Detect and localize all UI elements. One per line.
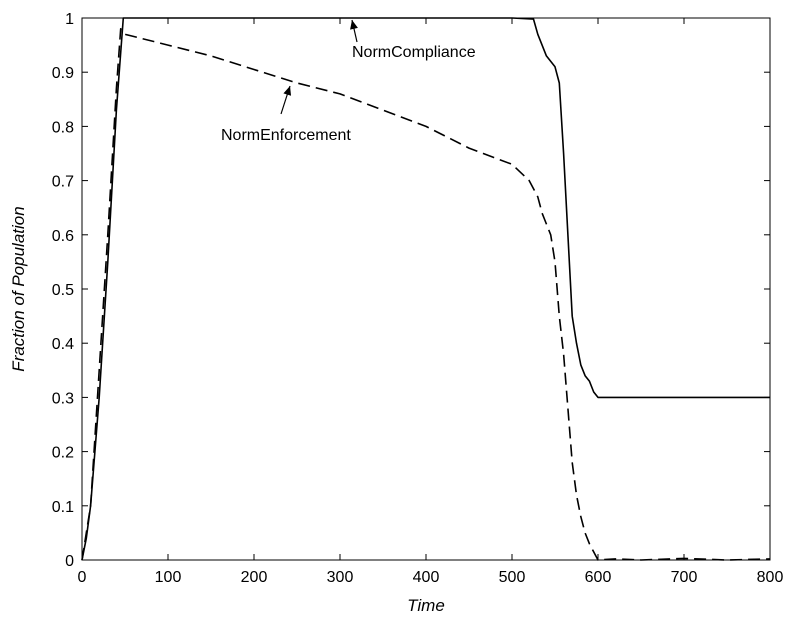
y-axis-label: Fraction of Population: [9, 206, 28, 371]
y-axis: 0 0.1 0.2 0.3 0.4 0.5 0.6 0.7 0.8 0.9 1: [52, 11, 770, 570]
y-tick-label: 0.1: [52, 499, 74, 516]
x-tick-label: 100: [155, 569, 182, 586]
series-line-normenforcement: [81, 27, 771, 561]
arrowhead-icon: [350, 20, 358, 30]
x-tick-label: 0: [78, 569, 87, 586]
annotation-label: NormCompliance: [352, 44, 476, 61]
x-tick-label: 800: [757, 569, 784, 586]
y-tick-label: 0.4: [52, 336, 74, 353]
y-tick-label: 0.8: [52, 119, 74, 136]
x-tick-label: 600: [585, 569, 612, 586]
series-line-normcompliance: [81, 17, 770, 561]
x-tick-label: 300: [327, 569, 354, 586]
annotation-label: NormEnforcement: [221, 127, 351, 144]
x-tick-label: 700: [671, 569, 698, 586]
y-tick-label: 0.2: [52, 445, 74, 462]
x-tick-label: 400: [413, 569, 440, 586]
x-tick-label: 500: [499, 569, 526, 586]
y-tick-label: 0.7: [52, 174, 74, 191]
y-tick-label: 0.5: [52, 282, 74, 299]
x-axis: 0 100 200 300 400 500 600 700 800: [78, 18, 784, 586]
series-layer: [81, 17, 771, 561]
y-tick-label: 0.9: [52, 65, 74, 82]
x-tick-label: 200: [241, 569, 268, 586]
arrowhead-icon: [283, 86, 292, 96]
y-tick-label: 0.3: [52, 390, 74, 407]
y-tick-label: 1: [65, 11, 74, 28]
y-tick-label: 0.6: [52, 228, 74, 245]
annotation-layer: NormCompliance NormEnforcement: [221, 19, 476, 144]
x-axis-label: Time: [407, 596, 445, 615]
plot-frame: [81, 17, 771, 561]
y-tick-label: 0: [65, 553, 74, 570]
